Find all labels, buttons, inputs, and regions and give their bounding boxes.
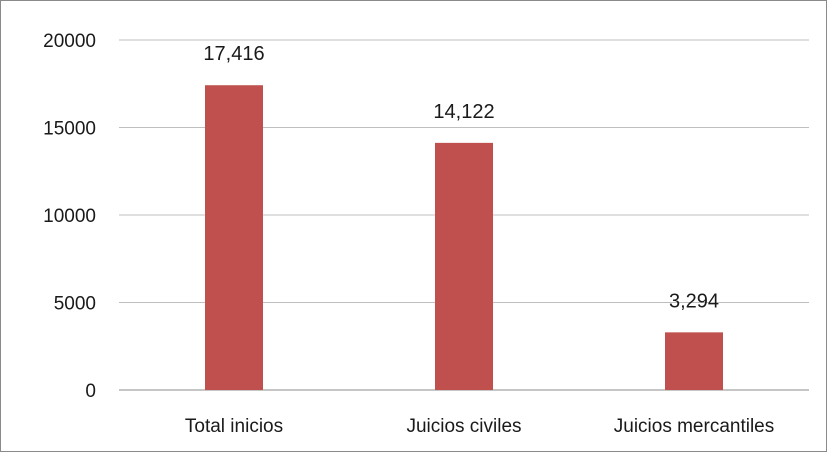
y-axis-ticks: 0 5000 10000 15000 20000 — [43, 31, 96, 402]
x-axis-categories: Total inicios Juicios civiles Juicios merc… — [185, 416, 774, 437]
x-category-label: Juicios mercantiles — [614, 416, 775, 437]
data-label: 17,416 — [203, 43, 264, 65]
data-label: 14,122 — [433, 101, 494, 123]
y-tick-label: 0 — [85, 381, 96, 402]
bar — [435, 142, 493, 390]
x-category-label: Total inicios — [185, 416, 283, 437]
bars — [205, 85, 723, 390]
x-category-label: Juicios civiles — [406, 416, 521, 437]
data-labels: 17,416 14,122 3,294 — [203, 43, 719, 312]
y-tick-label: 10000 — [43, 206, 96, 227]
data-label: 3,294 — [669, 290, 719, 312]
y-tick-label: 20000 — [43, 31, 96, 52]
bar — [665, 332, 723, 390]
bar — [205, 85, 263, 390]
y-tick-label: 5000 — [54, 294, 96, 315]
y-tick-label: 15000 — [43, 119, 96, 140]
